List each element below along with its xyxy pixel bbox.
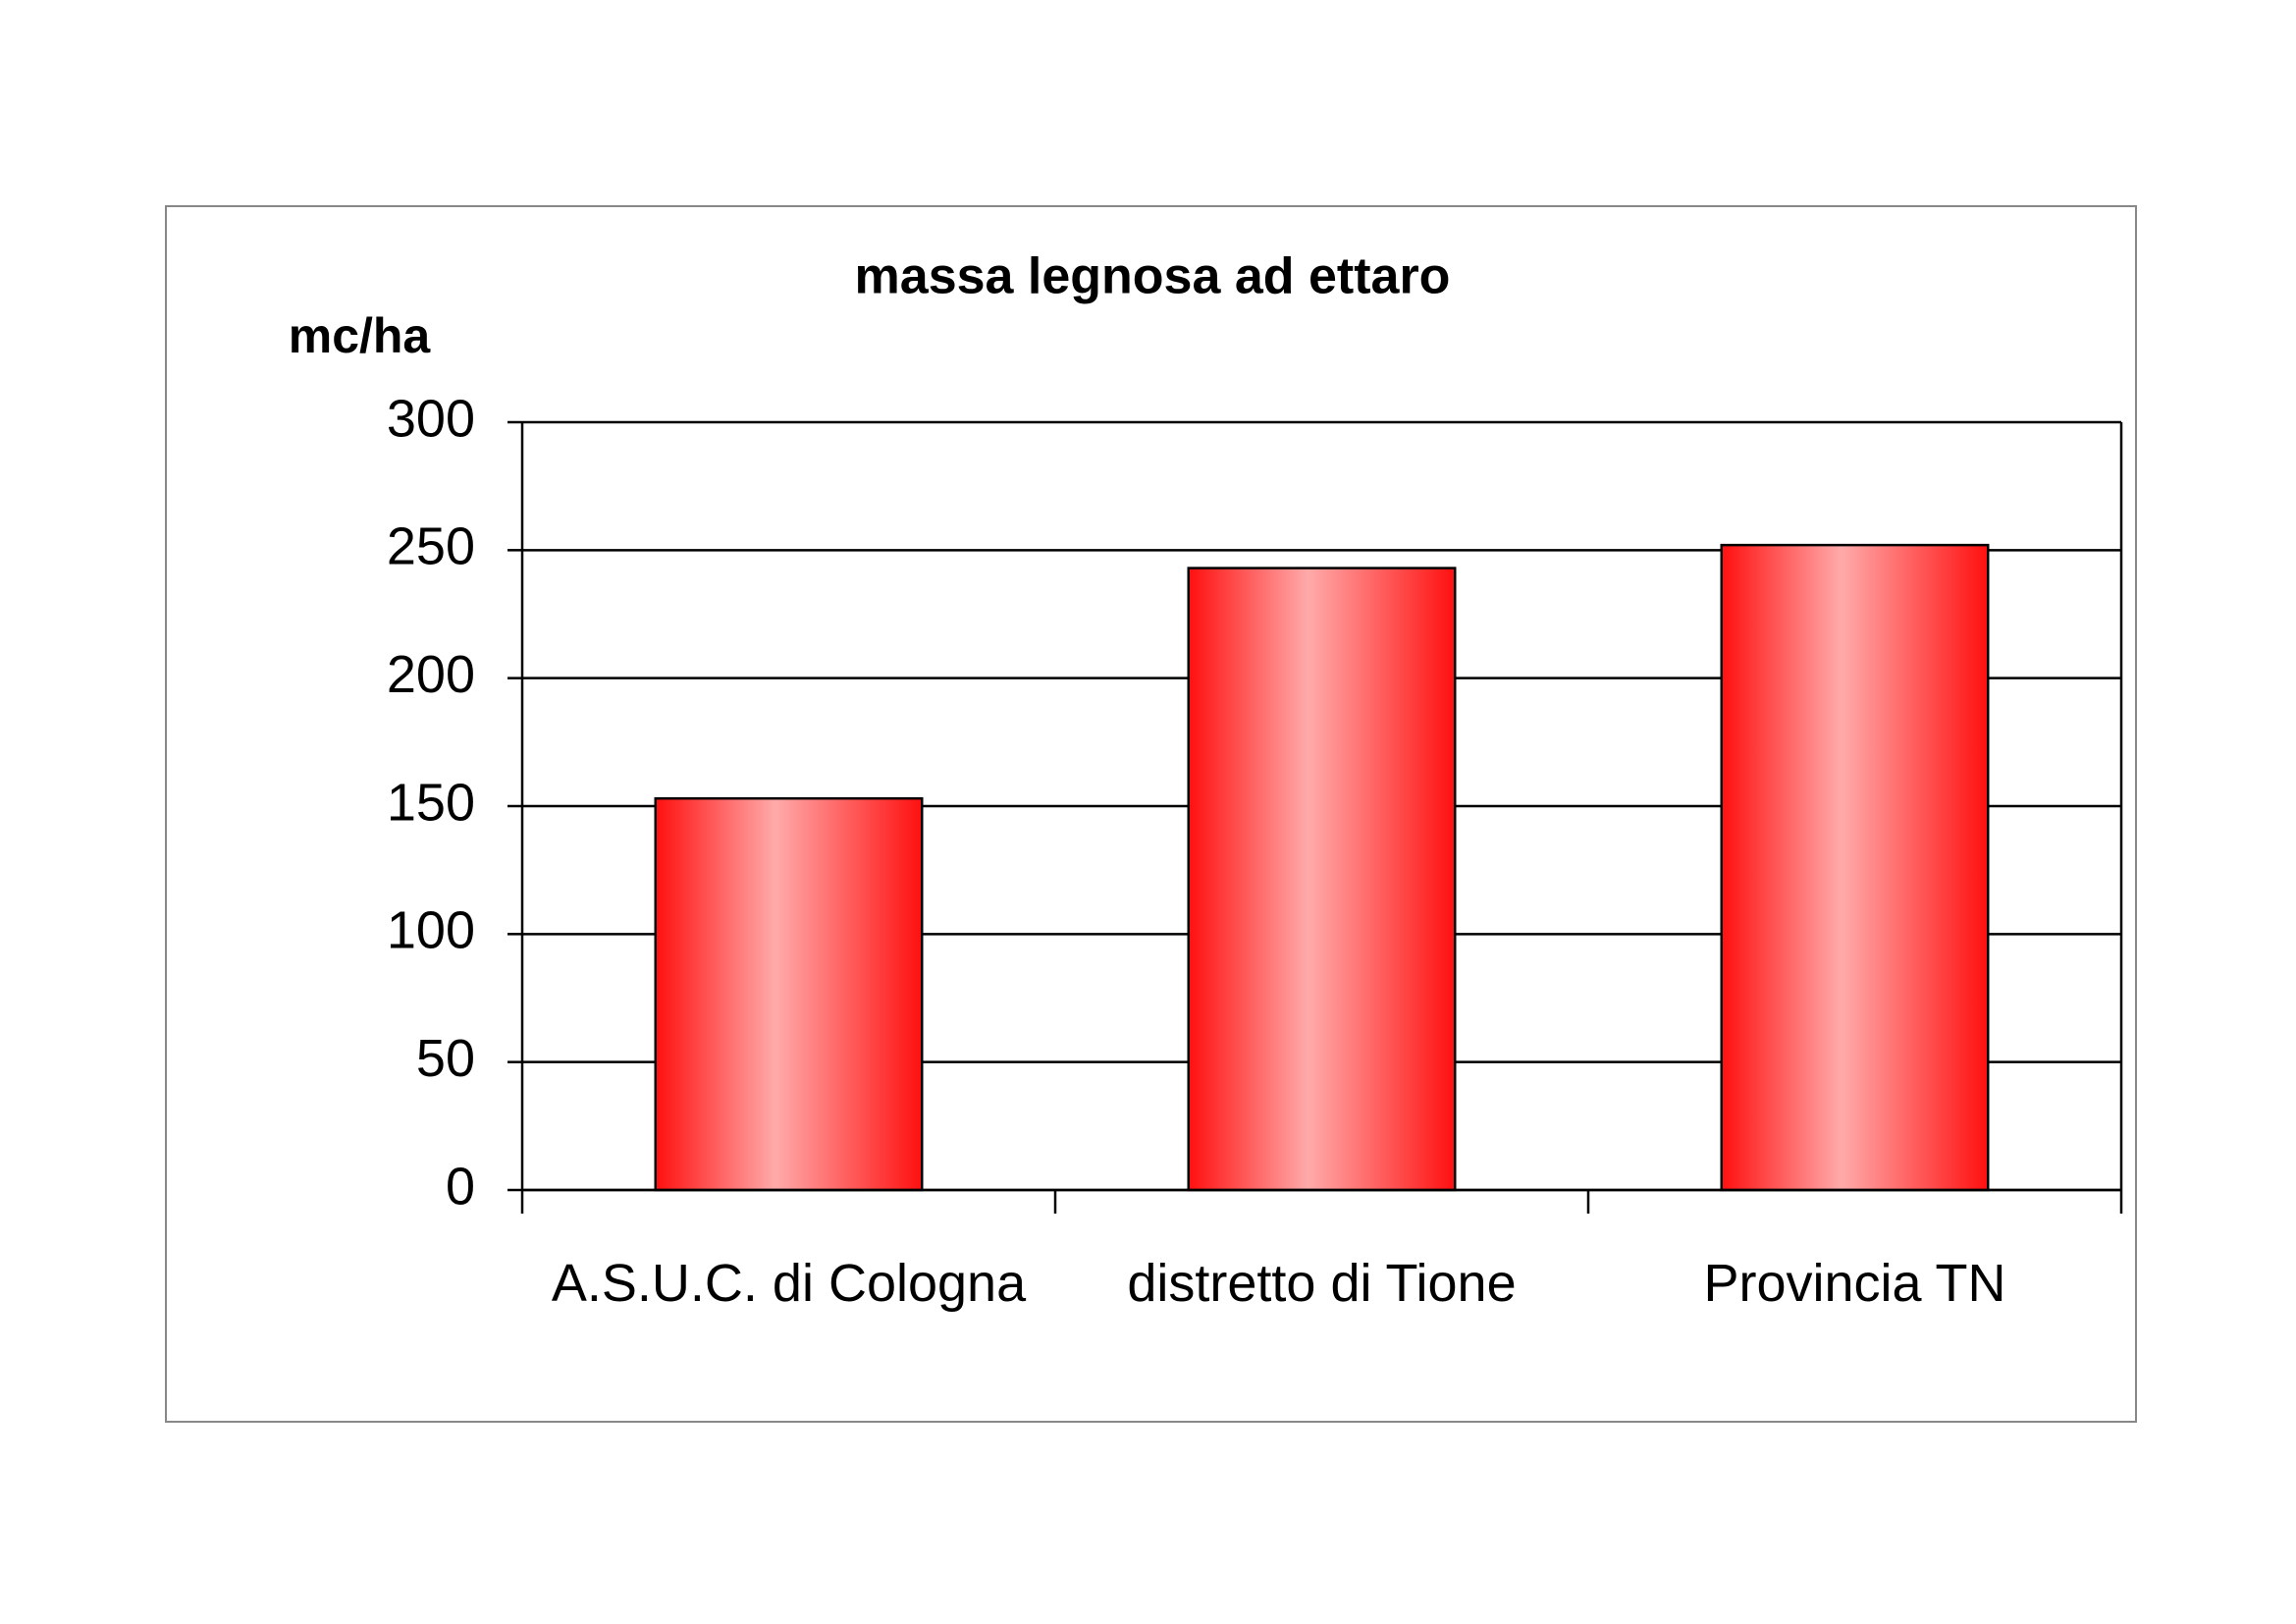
y-tick-label: 250 [387,517,475,576]
y-tick-label: 100 [387,901,475,960]
x-tick-label: A.S.U.C. di Cologna [551,1254,1027,1313]
y-tick-label: 200 [387,645,475,704]
x-tick-label: distretto di Tione [1127,1254,1517,1313]
bar [1720,543,1990,1192]
bar [654,796,924,1192]
y-tick-label: 0 [446,1157,475,1216]
bar [1187,567,1457,1192]
y-tick-label: 50 [416,1029,475,1088]
y-tick-label: 150 [387,773,475,832]
x-tick-label: Provincia TN [1703,1254,2006,1313]
y-axis-label: mc/ha [289,308,432,363]
y-tick-label: 300 [387,389,475,448]
chart-title: massa legnosa ad ettaro [855,248,1451,305]
